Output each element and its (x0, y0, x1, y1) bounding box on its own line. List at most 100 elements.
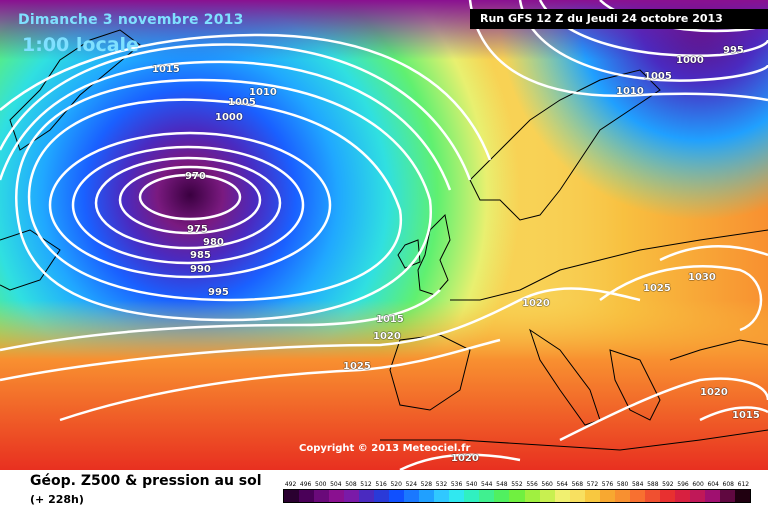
scale-tick-label: 600 (692, 481, 704, 488)
isobar-975 (118, 165, 262, 235)
scale-tick-label: 520 (390, 481, 402, 488)
isobar-label: 1020 (522, 298, 550, 309)
scale-tick-label: 568 (571, 481, 584, 488)
color-scale: 492 496 500 504 508 512 516 520 524 528 532 536 540 5… (283, 480, 751, 503)
scale-swatch (689, 490, 705, 502)
scale-tick-label: 584 (631, 481, 644, 488)
legend-title: Géop. Z500 & pression au sol (30, 473, 262, 489)
isobar-985 (71, 145, 305, 265)
west-landmass (0, 229, 61, 291)
isobar-label: 975 (187, 224, 208, 235)
isobar-label: 1015 (376, 314, 404, 325)
scale-tick-label: 552 (511, 481, 523, 488)
isobar-1015-south (0, 289, 441, 352)
scale-swatch (614, 490, 630, 502)
scale-swatch (419, 490, 435, 502)
isobar-label: 1025 (643, 283, 671, 294)
north-africa-coast (380, 429, 768, 451)
isobar-label: 1005 (644, 71, 672, 82)
scale-tick-label: 528 (420, 481, 433, 488)
coastlines (0, 29, 768, 451)
italy (529, 328, 601, 426)
scale-tick-label: 508 (345, 481, 357, 488)
black-sea-coast (669, 339, 768, 361)
scale-tick-label: 556 (526, 481, 538, 488)
scale-swatch (554, 490, 570, 502)
scale-tick-label: 516 (375, 481, 387, 488)
isobar-label: 1015 (732, 410, 760, 421)
isobar-label: 1020 (373, 331, 401, 342)
scale-tick-label: 548 (496, 481, 508, 488)
run-label: Run GFS 12 Z du Jeudi 24 octobre 2013 (470, 9, 768, 29)
british-isles (417, 213, 451, 296)
scale-tick-label: 572 (586, 481, 599, 488)
scale-swatch (464, 490, 480, 502)
map-date-title: Dimanche 3 novembre 2013 (18, 12, 244, 28)
ireland (397, 239, 421, 269)
isobar-label: 1000 (215, 112, 243, 123)
scale-swatch (644, 490, 660, 502)
isobar-label: 1010 (616, 86, 644, 97)
scale-tick-label: 576 (601, 481, 614, 488)
scale-swatch (569, 490, 585, 502)
isobar-1000 (15, 78, 433, 322)
isobar-1015-se (699, 406, 768, 422)
scale-swatch (584, 490, 600, 502)
lead-time: (+ 228h) (30, 493, 84, 506)
scale-swatch (299, 490, 315, 502)
isobar-1005 (0, 60, 452, 191)
scale-swatch (449, 490, 465, 502)
isobar-label: 1020 (451, 453, 479, 464)
isobar-995 (27, 98, 403, 302)
balkans (609, 349, 661, 421)
scale-tick-label: 588 (647, 481, 659, 488)
scale-tick-label: 592 (662, 481, 674, 488)
scale-swatch (704, 490, 720, 502)
scale-tick-label: 612 (737, 481, 750, 488)
scale-tick-label: 496 (299, 481, 312, 488)
scale-swatch (284, 490, 300, 502)
scale-tick-label: 504 (330, 481, 342, 488)
map-time-title: 1:00 locale (22, 34, 139, 56)
isobar-label: 1025 (343, 361, 371, 372)
isobar-label: 995 (723, 45, 744, 56)
isobar-1025-east (599, 265, 763, 332)
scale-swatch (479, 490, 495, 502)
scale-tick-label: 492 (284, 481, 297, 488)
scale-swatch (629, 490, 645, 502)
isobar-970 (138, 173, 242, 221)
isobar-980 (94, 156, 282, 250)
scale-swatch (599, 490, 615, 502)
scale-swatch (674, 490, 690, 502)
scale-swatch (314, 490, 330, 502)
scale-tick-label: 560 (541, 481, 553, 488)
scale-swatch (389, 490, 405, 502)
isobar-1020-se (559, 377, 768, 442)
greenland (9, 29, 141, 151)
scale-swatch (344, 490, 360, 502)
isobar-label: 1020 (700, 387, 728, 398)
isobar-label: 985 (190, 250, 211, 261)
isobar-label: 1010 (249, 87, 277, 98)
scale-tick-label: 580 (616, 481, 629, 488)
scale-swatch (374, 490, 390, 502)
scale-tick-label: 596 (677, 481, 689, 488)
isobar-label: 1030 (688, 272, 716, 283)
scandinavia (469, 69, 661, 221)
copyright-notice: Copyright © 2013 Meteociel.fr (299, 443, 471, 454)
scale-tick-label: 512 (360, 481, 372, 488)
color-scale-ticks: 492 496 500 504 508 512 516 520 524 528 532 536 540 5… (283, 480, 751, 489)
scale-swatch (734, 490, 750, 502)
isobar-label: 1005 (228, 97, 256, 108)
isobar-1020-bottom (399, 453, 521, 470)
isobars (0, 0, 768, 470)
scale-tick-label: 564 (556, 481, 568, 488)
scale-swatch (539, 490, 555, 502)
isobar-1030 (659, 245, 768, 262)
north-coast-europe (450, 229, 768, 301)
scale-tick-label: 536 (450, 481, 463, 488)
isobar-1025 (59, 338, 501, 422)
scale-swatch (524, 490, 540, 502)
isobar-label: 1000 (676, 55, 704, 66)
isobar-label: 1015 (152, 64, 180, 75)
